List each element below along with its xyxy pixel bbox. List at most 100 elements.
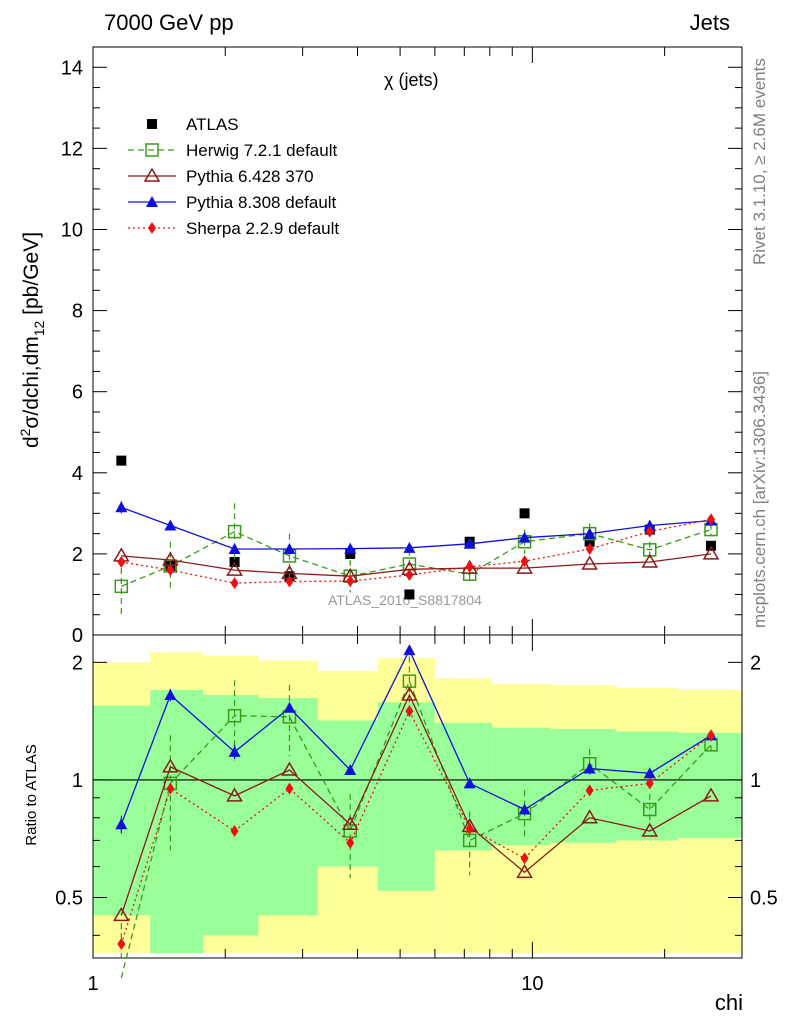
ratio-pythia-point — [341, 815, 359, 831]
green-band-bin — [678, 732, 742, 839]
main-pythia-point — [226, 561, 243, 576]
ratio-pythia-point — [401, 686, 418, 701]
main-atlas-point — [404, 589, 415, 600]
green-band-bin — [93, 705, 151, 916]
main-sherpa-point — [346, 575, 355, 588]
header-left: 7000 GeV pp — [104, 10, 234, 35]
main-atlas-point — [116, 455, 127, 466]
ratio-pythia-point — [162, 758, 179, 773]
legend-label: ATLAS — [186, 115, 239, 134]
ratio-sherpa-point — [706, 729, 715, 742]
ratio-y-tick-label: 0.5 — [55, 888, 83, 910]
main-pythia-point — [518, 531, 531, 543]
main-sherpa-point — [285, 575, 294, 588]
main-y-tick-label: 14 — [61, 57, 83, 79]
main-pythia-point — [641, 553, 659, 568]
ratio-pythia-point — [516, 863, 533, 879]
main-sherpa-point — [405, 568, 414, 581]
ratio-pythia-point — [344, 764, 357, 776]
legend-marker — [145, 143, 159, 157]
ratio-sherpa-point — [520, 852, 529, 865]
ratio-sherpa-point — [230, 825, 239, 838]
main-pythia-point — [702, 545, 720, 560]
main-pythia-point — [283, 543, 296, 555]
ratio-pythia-point — [228, 745, 241, 757]
main-pythia-point — [403, 541, 416, 553]
ratio-pythia-point — [164, 688, 177, 700]
ratio-sherpa-point — [645, 777, 654, 790]
plot-title: χ (jets) — [384, 70, 438, 90]
main-pythia-point — [583, 527, 596, 539]
green-band-bin — [150, 689, 204, 954]
ratio-sherpa-point — [285, 782, 294, 795]
legend-marker — [147, 119, 157, 129]
main-atlas-point — [519, 508, 530, 519]
main-sherpa-point — [117, 556, 126, 569]
main-pythia-point — [228, 543, 241, 555]
main-sherpa-point — [645, 525, 654, 538]
ratio-sherpa-point — [346, 836, 355, 849]
legend-marker — [148, 222, 156, 234]
main-sherpa-point — [706, 513, 715, 526]
main-herwig-point — [114, 579, 129, 594]
green-band-bin — [258, 698, 318, 916]
main-pythia-point — [344, 542, 357, 554]
green-band-bin — [377, 702, 435, 891]
main-y-tick-label: 4 — [72, 463, 83, 485]
ratio-y-tick-label: 2 — [72, 652, 83, 674]
ratio-sherpa-point — [117, 938, 126, 951]
ratio-bands — [93, 652, 742, 954]
main-y-tick-label: 0 — [72, 625, 83, 647]
ratio-y-tick-label: 1 — [72, 770, 83, 792]
ratio-pythia-point — [115, 818, 128, 830]
main-pythia-point — [115, 501, 128, 513]
main-sherpa-point — [585, 543, 594, 556]
ratio-pythia-point — [518, 803, 531, 815]
main-y-axis-label: d2σ/dchi,dm12 [pb/GeV] — [17, 232, 47, 448]
main-sherpa-point — [465, 560, 474, 573]
ratio-y-tick-label-right: 2 — [750, 652, 761, 674]
ratio-sherpa-point — [405, 705, 414, 718]
header-right: Jets — [690, 10, 730, 35]
main-pythia-point — [516, 559, 533, 574]
ratio-herwig-point — [227, 708, 242, 723]
legend-label: Pythia 8.308 default — [186, 193, 337, 212]
watermark: ATLAS_2010_S8817804 — [328, 592, 482, 608]
ratio-pythia-point — [641, 822, 659, 837]
main-y-tick-label: 12 — [61, 138, 83, 160]
main-y-tick-label: 10 — [61, 219, 83, 241]
ratio-pythia-point — [281, 761, 298, 776]
main-sherpa-point — [520, 555, 529, 568]
ratio-sherpa-point — [465, 822, 474, 835]
green-band-bin — [492, 727, 551, 846]
main-pythia-point — [463, 537, 476, 549]
ratio-pythia-point — [583, 762, 596, 774]
legend-label: Pythia 6.428 370 — [186, 167, 314, 186]
ratio-pythia-point — [113, 906, 130, 922]
main-pythia-point — [643, 519, 656, 531]
ratio-pythia-point — [643, 767, 656, 779]
main-y-tick-label: 6 — [72, 382, 83, 404]
main-pythia-point — [581, 555, 598, 570]
x-tick-label: 10 — [521, 973, 543, 995]
x-tick-label: 1 — [87, 973, 98, 995]
green-band-bin — [615, 731, 679, 841]
ratio-y-tick-label-right: 0.5 — [750, 888, 778, 910]
ratio-pythia-point — [581, 809, 598, 824]
legend-marker — [146, 196, 158, 207]
ratio-herwig-line — [120, 679, 712, 979]
legend-marker — [143, 167, 161, 182]
ratio-sherpa-point — [585, 784, 594, 797]
main-sherpa-point — [166, 564, 175, 577]
ratio-plot-frame — [92, 634, 743, 959]
ratio-herwig-point — [643, 802, 657, 817]
ratio-sherpa-point — [166, 782, 175, 795]
side-text-bottom: mcplots.cern.ch [arXiv:1306.3436] — [750, 371, 769, 628]
main-pythia-point — [164, 519, 177, 531]
main-herwig-point — [227, 524, 242, 539]
ratio-pythia-point — [702, 787, 720, 802]
ratio-pythia-line — [120, 693, 712, 916]
legend-label: Herwig 7.2.1 default — [186, 141, 337, 160]
ratio-pythia-point — [226, 787, 243, 802]
